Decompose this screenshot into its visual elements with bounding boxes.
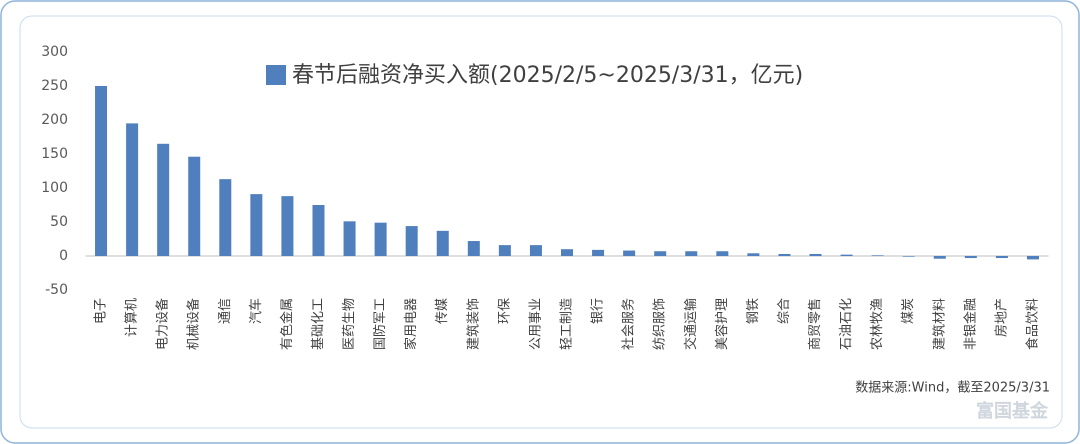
x-tick-label: 社会服务 [621,298,637,350]
x-tick-label: 基础化工 [311,298,326,350]
legend-label: 春节后融资净买入额(2025/2/5~2025/3/31，亿元) [292,63,803,88]
x-tick-label: 农林牧渔 [870,298,885,350]
bar [219,179,232,256]
x-tick-label: 计算机 [125,298,140,337]
bar [902,256,915,257]
bar [281,196,294,256]
x-tick-label: 食品饮料 [1024,298,1040,350]
x-tick-label: 非银金融 [962,298,978,350]
x-tick-label: 家用电器 [403,298,419,350]
x-tick-label: 钢铁 [746,298,761,324]
bar [995,256,1008,259]
bar [747,253,760,256]
x-tick-label: 医药生物 [342,298,357,350]
x-tick-label: 汽车 [248,298,264,324]
y-tick-label: 300 [41,44,68,60]
bar [126,123,139,257]
legend-swatch [266,65,286,85]
x-tick-label: 石油石化 [839,298,854,350]
bar [157,143,170,256]
bar [654,251,667,256]
x-tick-label: 综合 [777,298,792,324]
bar [685,251,698,256]
y-tick-label: 200 [41,112,68,128]
source-note: 数据来源:Wind，截至2025/3/31 [855,381,1050,396]
x-tick-label: 美容护理 [714,298,730,350]
bar [561,249,573,256]
bar [778,253,791,256]
bar [623,250,636,256]
x-tick-label: 建筑材料 [931,298,947,350]
bar [871,255,884,256]
x-tick-label: 公用事业 [528,298,543,350]
bar [188,156,201,256]
x-tick-label: 轻工制造 [560,298,575,350]
y-tick-label: 100 [41,180,68,196]
bar [95,86,108,256]
bar [716,251,729,256]
x-tick-label: 有色金属 [279,298,295,350]
x-tick-label: 国防军工 [372,298,388,350]
bar [405,226,418,256]
bar [343,221,356,256]
x-tick-label: 通信 [218,298,233,324]
y-tick-label: 150 [41,146,68,162]
watermark: 富国基金 [976,400,1049,422]
x-tick-label: 纺织服饰 [653,298,668,350]
bar [436,230,449,256]
x-tick-label: 传媒 [435,298,450,324]
y-tick-label: 250 [41,78,68,94]
x-tick-label: 建筑装饰 [465,298,481,350]
x-tick-label: 煤炭 [901,298,916,324]
x-tick-label: 机械设备 [186,298,202,350]
bar [809,253,822,256]
x-tick-label: 房地产 [993,298,1009,337]
bar [964,256,977,259]
x-tick-label: 环保 [497,298,512,324]
bar [374,222,387,256]
bar [498,245,511,256]
x-tick-label: 交通运输 [683,298,699,350]
bar [529,245,542,256]
y-tick-label: 0 [59,248,68,264]
y-tick-label: -50 [45,282,68,298]
bar [933,256,946,259]
x-tick-label: 银行 [591,298,606,324]
bar [592,249,605,256]
inner-frame [19,15,1063,429]
bar [312,205,325,256]
x-tick-label: 电子 [94,298,109,324]
x-tick-label: 电力设备 [155,298,171,350]
bar [250,194,263,256]
x-tick-label: 商贸零售 [807,298,823,350]
bar [1026,256,1039,260]
bar [840,254,853,256]
bar [467,241,480,256]
y-tick-label: 50 [50,214,68,230]
